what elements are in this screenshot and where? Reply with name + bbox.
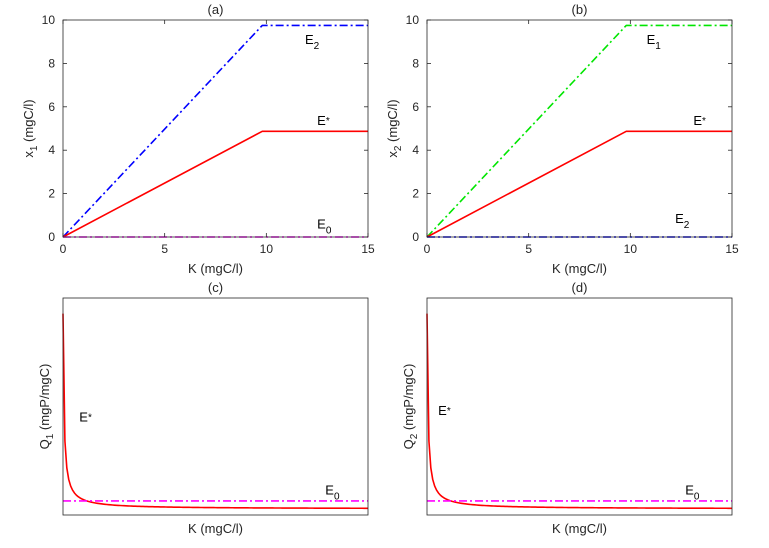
y-axis-label-subscript: 2 xyxy=(393,145,404,151)
y-axis-label-unit: (mgP/mgC) xyxy=(37,364,52,434)
annotation-main: E xyxy=(325,482,334,497)
y-axis-label: x1 (mgC/l) xyxy=(21,99,40,157)
y-axis-label-main: Q xyxy=(37,439,52,449)
annotation-label: E0 xyxy=(317,216,332,236)
y-axis-label-subscript: 2 xyxy=(409,433,420,439)
panel-d: (d)K (mgC/l)Q2 (mgP/mgC) E*E0 xyxy=(401,280,733,536)
annotation-label: E2 xyxy=(675,211,690,231)
panel-title: (c) xyxy=(208,280,223,295)
annotation-main: E xyxy=(675,211,684,226)
y-tick-label: 10 xyxy=(42,13,56,27)
y-axis-label-main: x xyxy=(21,151,36,158)
annotation-subscript: 0 xyxy=(334,491,340,502)
annotation-label: E* xyxy=(693,113,706,128)
annotation-subscript: * xyxy=(88,413,92,424)
y-tick-label: 6 xyxy=(412,100,419,114)
annotation-main: E xyxy=(693,113,702,128)
y-axis-label: Q1 (mgP/mgC) xyxy=(37,364,56,450)
y-axis-label-unit: (mgP/mgC) xyxy=(401,364,416,434)
x-axis-label: K (mgC/l) xyxy=(552,521,607,536)
annotation-label: E2 xyxy=(305,32,320,52)
annotation-label: E* xyxy=(317,113,330,128)
series-line-e xyxy=(62,313,369,510)
annotation-label: E* xyxy=(438,403,451,418)
series-line-e xyxy=(62,130,368,238)
x-tick-label: 0 xyxy=(424,242,431,256)
axes-frame xyxy=(426,19,733,238)
y-axis-label: Q2 (mgP/mgC) xyxy=(401,364,420,450)
x-tick-label: 15 xyxy=(361,242,375,256)
panel-title: (a) xyxy=(208,2,224,17)
annotation-subscript: * xyxy=(326,116,330,127)
y-tick-label: 0 xyxy=(412,230,419,244)
y-tick-label: 4 xyxy=(48,143,55,157)
y-axis-label-subscript: 1 xyxy=(29,145,40,151)
annotation-main: E xyxy=(305,32,314,47)
annotation-main: E xyxy=(79,410,88,425)
annotation-subscript: 2 xyxy=(684,220,690,231)
y-tick-label: 10 xyxy=(406,13,420,27)
annotation-main: E xyxy=(647,32,656,47)
x-axis-label: K (mgC/l) xyxy=(188,261,243,276)
annotation-label: E0 xyxy=(325,482,340,502)
series-line-e1 xyxy=(426,24,732,238)
annotation-main: E xyxy=(317,113,326,128)
annotation-subscript: 2 xyxy=(314,41,320,52)
annotation-subscript: 0 xyxy=(326,225,332,236)
panel-title: (d) xyxy=(572,280,588,295)
y-axis-label: x2 (mgC/l) xyxy=(385,99,404,157)
y-axis-label-subscript: 1 xyxy=(45,433,56,439)
axes-frame xyxy=(62,297,369,516)
y-axis-label-main: x xyxy=(385,151,400,158)
axes-frame xyxy=(62,19,369,238)
y-axis-label-main: Q xyxy=(401,439,416,449)
y-tick-label: 6 xyxy=(48,100,55,114)
x-tick-label: 15 xyxy=(725,242,739,256)
axes-frame xyxy=(426,297,733,516)
y-tick-label: 0 xyxy=(48,230,55,244)
annotation-subscript: 0 xyxy=(694,491,700,502)
y-tick-label: 2 xyxy=(412,187,419,201)
annotation-main: E xyxy=(317,216,326,231)
x-tick-label: 0 xyxy=(60,242,67,256)
annotation-subscript: * xyxy=(447,406,451,417)
y-tick-label: 2 xyxy=(48,187,55,201)
x-axis-label: K (mgC/l) xyxy=(188,521,243,536)
x-tick-label: 10 xyxy=(260,242,274,256)
y-tick-label: 4 xyxy=(412,143,419,157)
series-line-e xyxy=(426,313,733,510)
x-axis-label: K (mgC/l) xyxy=(552,261,607,276)
annotation-subscript: 1 xyxy=(655,41,661,52)
annotation-label: E* xyxy=(79,410,92,425)
x-tick-label: 5 xyxy=(525,242,532,256)
y-tick-label: 8 xyxy=(412,56,419,70)
y-axis-label-unit: (mgC/l) xyxy=(21,99,36,145)
annotation-main: E xyxy=(685,482,694,497)
x-tick-label: 5 xyxy=(161,242,168,256)
y-axis-label-unit: (mgC/l) xyxy=(385,99,400,145)
annotation-label: E0 xyxy=(685,482,700,502)
x-tick-label: 10 xyxy=(624,242,638,256)
annotation-subscript: * xyxy=(702,116,706,127)
series-line-e xyxy=(426,130,732,238)
annotation-label: E1 xyxy=(647,32,662,52)
y-tick-label: 8 xyxy=(48,56,55,70)
annotation-main: E xyxy=(438,403,447,418)
panel-title: (b) xyxy=(572,2,588,17)
panel-c: (c)K (mgC/l)Q1 (mgP/mgC) E*E0 xyxy=(37,280,369,536)
series-line-e2 xyxy=(62,24,368,238)
